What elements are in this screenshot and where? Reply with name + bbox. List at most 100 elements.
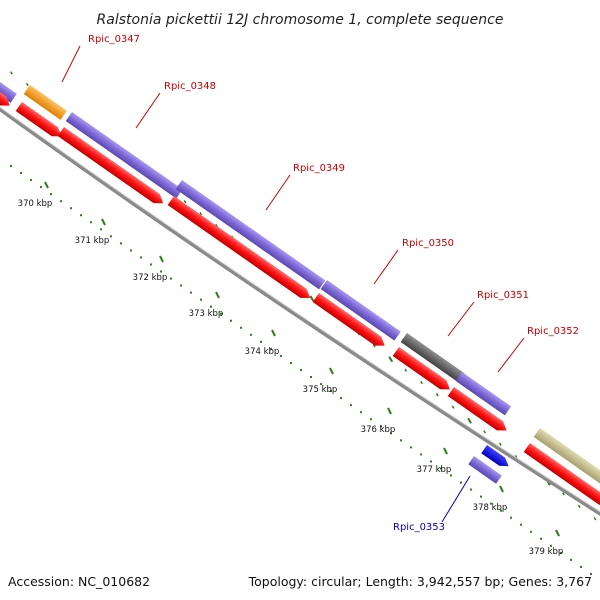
kbp-tick (215, 291, 220, 299)
inner-tick-dot (420, 453, 422, 456)
gene-label[interactable]: Rpic_0348 (164, 81, 216, 92)
inner-tick-dot (160, 270, 162, 273)
gene-label-leader (497, 337, 525, 373)
inner-tick-dot (440, 467, 442, 470)
kbp-tick-label: 376 kbp (361, 425, 396, 435)
inner-tick-dot (590, 572, 592, 575)
outer-tick (467, 417, 472, 424)
gene-label[interactable]: Rpic_0347 (88, 34, 140, 45)
kbp-tick-label: 371 kbp (75, 236, 110, 246)
inner-tick-dot (520, 523, 522, 526)
inner-tick-dot (30, 179, 32, 182)
inner-tick-dot (200, 298, 202, 301)
map-title: Ralstonia pickettii 12J chromosome 1, co… (97, 12, 504, 28)
feature-rpic-0348 (65, 112, 183, 199)
outer-tick (420, 380, 423, 385)
feature-rpic-0353 (468, 456, 502, 484)
inner-tick-dot (130, 249, 132, 252)
kbp-tick (159, 255, 164, 263)
inner-tick-dot (170, 277, 172, 280)
feature-rpic-0347 (23, 85, 67, 120)
kbp-tick (101, 218, 106, 226)
inner-tick-dot (350, 404, 352, 407)
kbp-tick-label: 375 kbp (303, 385, 338, 395)
feature-rpic-0352 (455, 372, 512, 416)
kbp-tick-label: 372 kbp (133, 273, 168, 283)
inner-tick-dot (40, 186, 42, 189)
inner-tick-dot (300, 368, 302, 371)
topology-text: Topology: circular; Length: 3,942,557 bp… (248, 574, 592, 589)
inner-tick-dot (540, 537, 542, 540)
inner-tick-dot (60, 200, 62, 203)
inner-tick-dot (250, 333, 252, 336)
outer-tick (483, 430, 486, 434)
cds-rpic-0352 (447, 387, 507, 431)
cds-rpic-0346 (0, 85, 10, 106)
inner-tick-dot (210, 305, 212, 308)
feature-rpic-0350 (320, 280, 401, 341)
outer-tick (388, 356, 394, 363)
gene-label[interactable]: Rpic_0351 (477, 290, 529, 301)
inner-tick-dot (390, 432, 392, 435)
inner-tick-dot (150, 263, 152, 266)
inner-tick-dot (500, 509, 502, 512)
outer-tick (451, 405, 455, 409)
outer-tick (183, 200, 187, 204)
inner-tick-dot (380, 425, 382, 428)
outer-tick (498, 442, 502, 446)
inner-tick-dot (100, 228, 102, 231)
inner-tick-dot (550, 544, 552, 547)
kbp-tick (44, 181, 49, 189)
inner-tick-dot (230, 319, 232, 322)
cds-rpic-0348 (57, 127, 164, 204)
gene-label-leader (135, 92, 161, 129)
inner-tick-dot (70, 207, 72, 210)
genome-backbone-highlight (0, 106, 600, 513)
inner-tick-dot (50, 193, 52, 196)
gene-labels: Rpic_0347 Rpic_0348 Rpic_0349 Rpic_0350 Rpic… (61, 34, 579, 533)
inner-tick-dot (80, 214, 82, 217)
kbp-tick (499, 485, 504, 493)
inner-tick-dot (570, 558, 572, 561)
inner-tick-dot (360, 411, 362, 414)
inner-tick-dot (330, 390, 332, 393)
gene-label[interactable]: Rpic_0350 (402, 238, 454, 249)
inner-tick-dot (10, 165, 12, 167)
inner-tick-dot (110, 235, 112, 238)
inner-tick-dot (370, 418, 372, 421)
gene-label-leader (265, 174, 291, 211)
inner-tick-dot (190, 291, 192, 294)
kbp-tick-label: 377 kbp (417, 465, 452, 475)
outer-tick (372, 344, 376, 348)
gene-label-leader (441, 475, 471, 523)
inner-tick-dot (580, 565, 582, 568)
cds-rpic-0351 (392, 347, 450, 390)
inner-tick-dot (560, 551, 562, 554)
outer-tick (577, 504, 581, 508)
inner-tick-dot (310, 376, 312, 379)
kbp-tick-label: 373 kbp (189, 309, 224, 319)
outer-tick (10, 71, 13, 75)
feature-olive (533, 428, 600, 489)
cds-rpic-0349 (167, 196, 311, 299)
gene-label[interactable]: Rpic_0353 (393, 522, 445, 533)
outer-tick (199, 211, 203, 216)
feature-rpic-0346 (0, 68, 17, 103)
inner-tick-dot (480, 495, 482, 498)
outer-tick (309, 295, 315, 302)
cds-rpic-0354 (523, 443, 600, 505)
inner-tick-dot (180, 284, 182, 287)
cds-rpic-0353 (481, 445, 509, 467)
gene-label[interactable]: Rpic_0352 (527, 326, 579, 337)
outer-tick (404, 368, 408, 372)
inner-tick-dot (530, 530, 532, 533)
outer-tick (25, 82, 29, 87)
gene-label[interactable]: Rpic_0349 (293, 163, 345, 174)
gene-label-leader (447, 301, 475, 337)
inner-tick-dot (400, 439, 402, 442)
gene-label-leader (373, 249, 399, 285)
inner-tick-dot (340, 397, 342, 400)
inner-tick-dot (490, 502, 492, 505)
kbp-tick-label: 379 kbp (529, 547, 564, 557)
